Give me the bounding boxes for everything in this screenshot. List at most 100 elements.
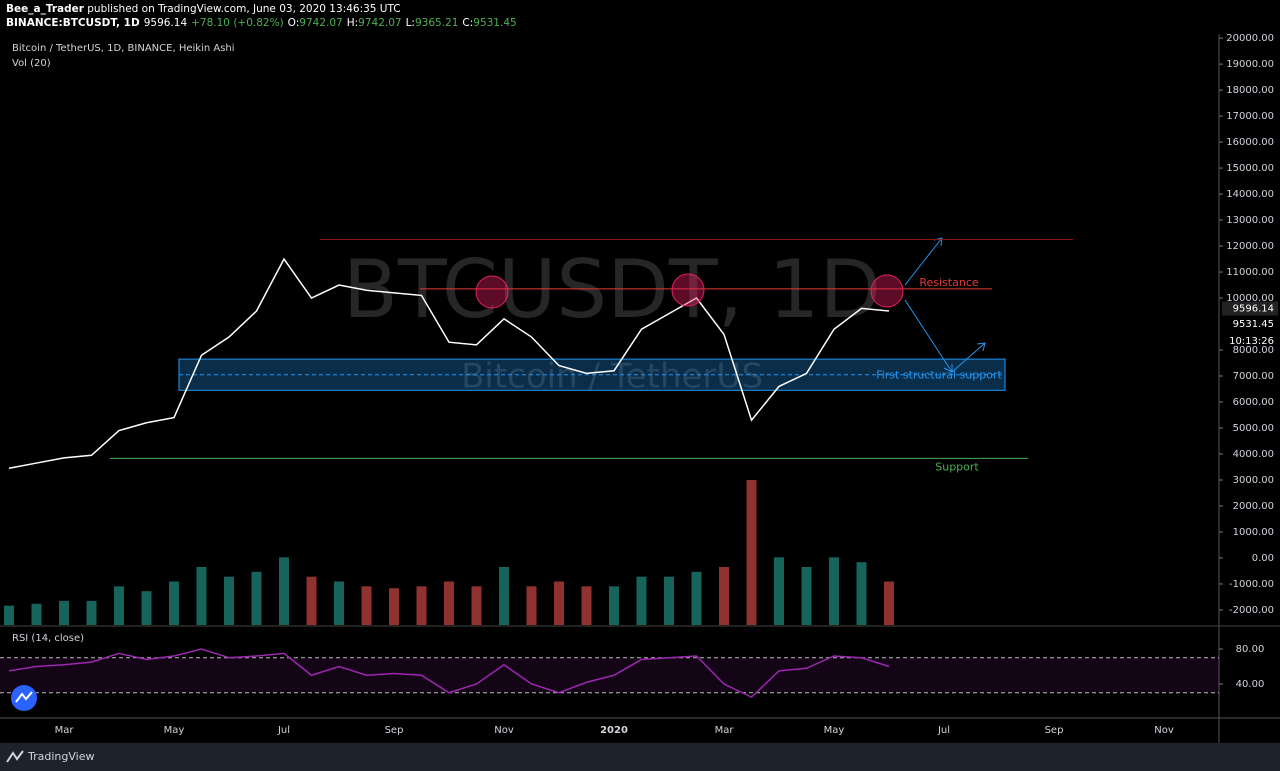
volume-bar	[114, 586, 124, 625]
volume-bar	[334, 581, 344, 625]
y-tick-label: 18000.00	[1226, 85, 1274, 96]
y-tick-label: 12000.00	[1226, 241, 1274, 252]
ohlc-value: 9531.45	[473, 17, 517, 29]
chart-title: Bitcoin / TetherUS, 1D, BINANCE, Heikin …	[12, 43, 235, 54]
rsi-tick-label: 80.00	[1236, 644, 1265, 655]
published: published on TradingView.com, June 03, 2…	[87, 3, 401, 15]
touch-circle	[475, 275, 509, 309]
y-tick-label: 5000.00	[1233, 423, 1274, 434]
ohlc-value: 9742.07	[358, 17, 402, 29]
volume-bar	[306, 576, 317, 625]
y-tick-label: 2000.00	[1233, 501, 1274, 512]
x-tick-label: Mar	[715, 725, 735, 736]
rsi-tick-label: 40.00	[1236, 679, 1265, 690]
y-tick-label: 0.00	[1252, 553, 1274, 564]
volume-bar	[251, 571, 262, 625]
volume-bar	[719, 567, 729, 625]
volume-bar	[389, 588, 399, 625]
volume-bar	[444, 581, 454, 625]
volume-bar	[746, 480, 757, 625]
y-tick-label: -2000.00	[1229, 605, 1274, 616]
author: Bee_a_Trader	[6, 3, 84, 15]
volume-bar	[609, 586, 619, 625]
y-tick-label: 7000.00	[1233, 371, 1274, 382]
level-label: Support	[935, 460, 979, 473]
volume-bar	[691, 571, 702, 625]
y-tick-label: 14000.00	[1226, 189, 1274, 200]
rsi-band	[0, 657, 1219, 693]
volume-bar	[636, 576, 647, 625]
volume-bar	[526, 586, 537, 625]
price: 9596.14	[143, 17, 188, 29]
quote-line: BINANCE:BTCUSDT, 1D 9596.14 +78.10 (+0.82%…	[6, 17, 517, 29]
volume-bar	[279, 557, 289, 625]
volume-bar	[884, 581, 894, 625]
volume-bar	[86, 600, 97, 625]
y-tick-label: 15000.00	[1226, 163, 1274, 174]
publish-line: Bee_a_Trader published on TradingView.co…	[6, 3, 401, 15]
touch-circle	[671, 273, 705, 307]
change: +78.10 (+0.82%)	[191, 17, 284, 29]
zone-label: First structural support	[876, 369, 1002, 382]
footer: TradingView	[0, 743, 1280, 771]
x-tick-label: Jul	[937, 725, 950, 736]
header: Bee_a_Trader published on TradingView.co…	[0, 0, 1280, 34]
watermark: BTCUSDT, 1D Bitcoin / TetherUS	[343, 243, 881, 397]
volume-bar	[4, 605, 14, 625]
symbol: BINANCE:BTCUSDT, 1D	[6, 17, 140, 29]
volume-bar	[141, 591, 152, 625]
price-badge-label: 9596.14	[1233, 304, 1274, 315]
countdown: 10:13:26	[1229, 336, 1274, 347]
level-label: Resistance	[919, 276, 979, 289]
volume-bar	[471, 586, 482, 625]
volume-bar	[361, 586, 372, 625]
volume-bar	[774, 557, 784, 625]
x-tick-label: 2020	[600, 725, 628, 736]
y-tick-label: 17000.00	[1226, 111, 1274, 122]
volume-bar	[59, 600, 69, 625]
rsi-title: RSI (14, close)	[12, 633, 84, 644]
price-badge	[1222, 301, 1278, 316]
brand: TradingView	[28, 750, 95, 763]
x-tick-label: Nov	[494, 725, 514, 736]
x-tick-label: Sep	[1045, 725, 1064, 736]
touch-circle	[870, 274, 904, 308]
volume-bar	[31, 603, 42, 625]
ohlc-key: H:	[346, 17, 359, 29]
ohlc-value: 9742.07	[299, 17, 343, 29]
y-tick-label: 16000.00	[1226, 137, 1274, 148]
x-tick-label: Jul	[277, 725, 290, 736]
y-tick-label: 8000.00	[1233, 345, 1274, 356]
y-tick-label: 4000.00	[1233, 449, 1274, 460]
footer-logo	[6, 750, 24, 763]
volume-bar	[499, 567, 509, 625]
y-tick-label: 6000.00	[1233, 397, 1274, 408]
volume-bar	[169, 581, 179, 625]
y-tick-label: 13000.00	[1226, 215, 1274, 226]
arrow-down-up	[904, 299, 986, 373]
y-tick-label: 1000.00	[1233, 527, 1274, 538]
volume-bar	[196, 567, 207, 625]
watermark-symbol: BTCUSDT, 1D	[343, 243, 881, 336]
ohlc-key: C:	[462, 17, 474, 29]
tv-logo-mark	[15, 691, 33, 703]
footer-logo-mark	[6, 750, 24, 763]
volume-bar	[416, 586, 427, 625]
y-tick-label: 19000.00	[1226, 59, 1274, 70]
ohlc-value: 9365.21	[414, 17, 459, 29]
x-tick-label: Sep	[385, 725, 404, 736]
rsi-line	[8, 648, 890, 699]
volume-bar	[664, 576, 674, 625]
volume-bar	[801, 567, 812, 625]
x-tick-label: May	[824, 725, 845, 736]
ohlc: O:9742.07 H:9742.07 L:9365.21 C:9531.45	[284, 17, 517, 29]
y-tick-label: -1000.00	[1229, 579, 1274, 590]
ohlc-key: L:	[405, 17, 415, 29]
x-tick-label: May	[164, 725, 185, 736]
price-badge-label: 9531.45	[1233, 319, 1274, 330]
ohlc-key: O:	[287, 17, 300, 29]
volume-bar	[224, 576, 234, 625]
y-tick-label: 20000.00	[1226, 34, 1274, 44]
x-tick-label: Mar	[55, 725, 75, 736]
